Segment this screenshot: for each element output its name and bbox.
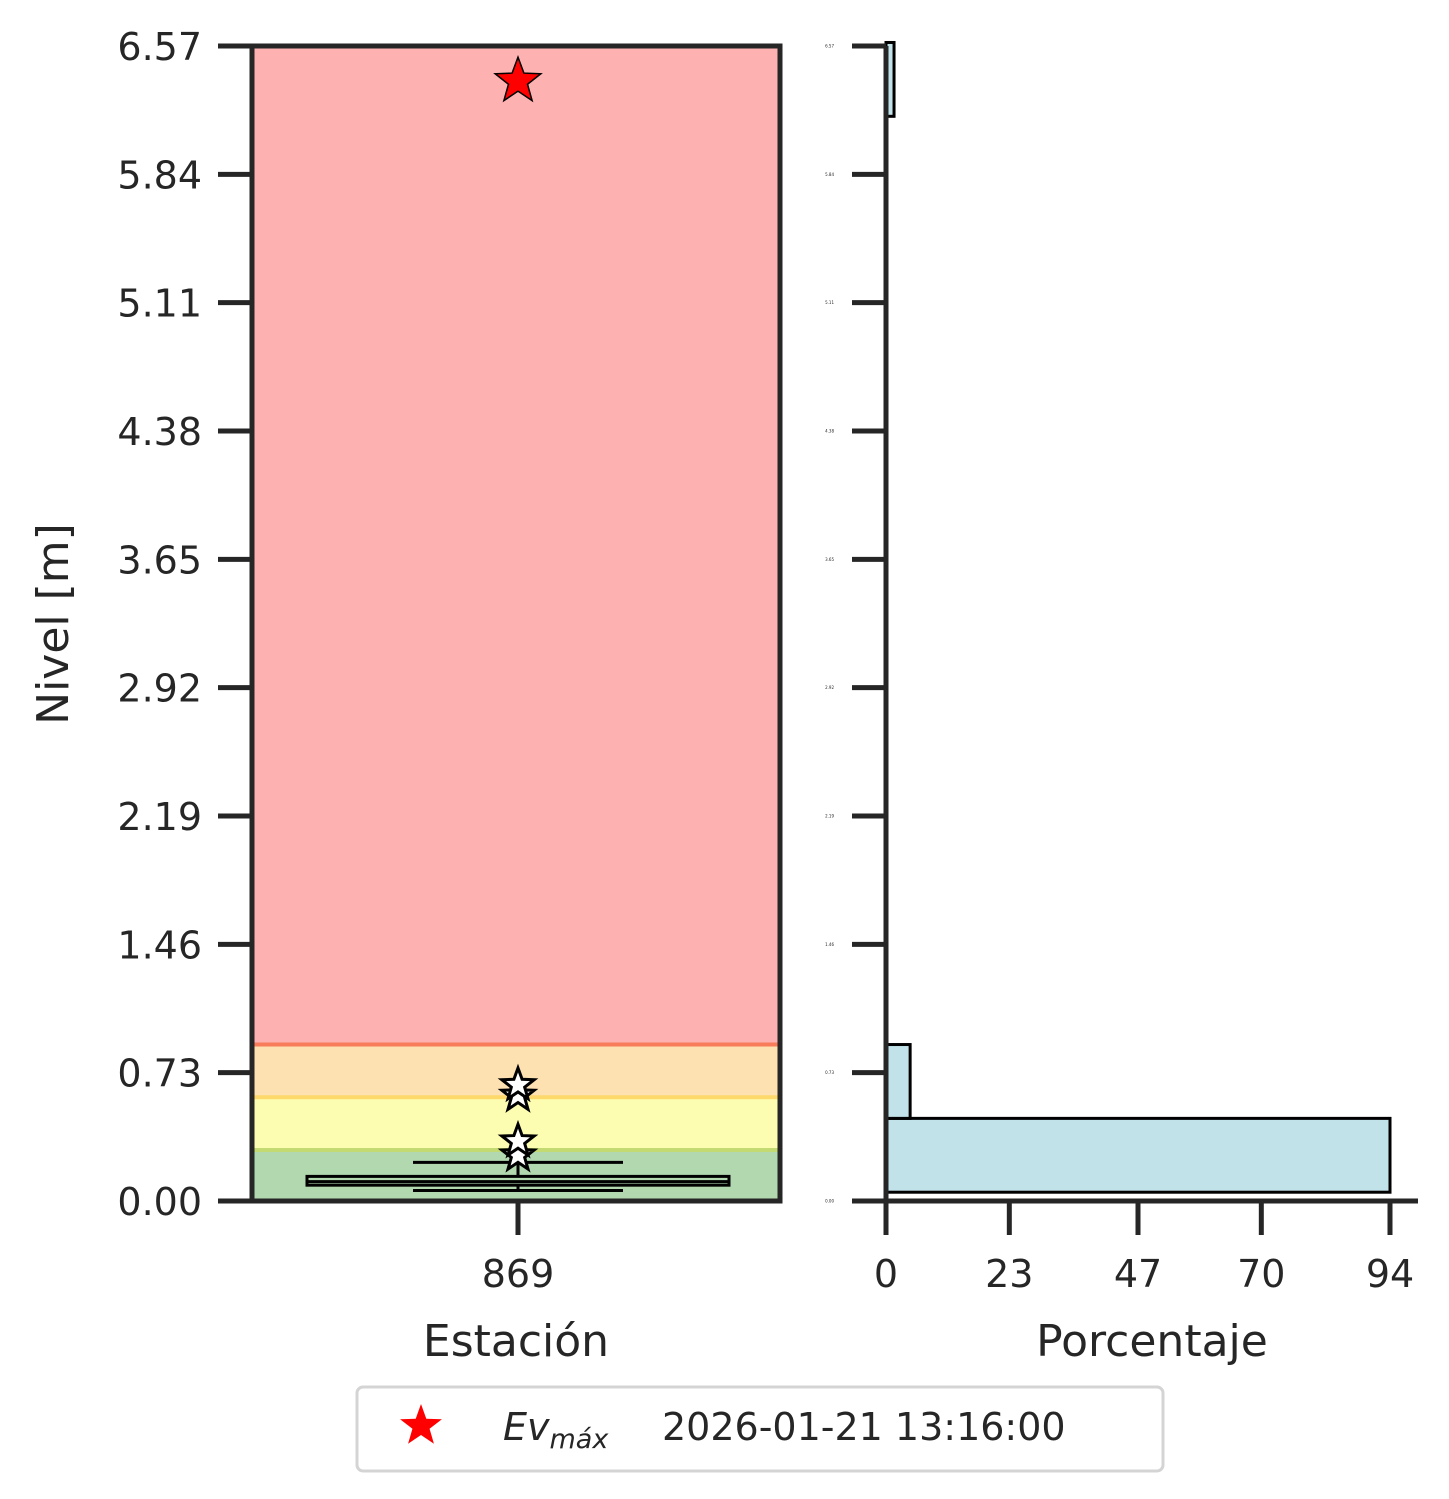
outlier-star-icon xyxy=(497,1119,539,1159)
histogram-y-tick-label: 2.19 xyxy=(825,814,834,819)
boxplot xyxy=(305,1160,731,1192)
zone-red xyxy=(252,46,780,1045)
x-axis-label: Estación xyxy=(423,1316,609,1367)
histogram-x-tick-label: 0 xyxy=(874,1252,898,1296)
outlier-star-icon xyxy=(497,1133,539,1173)
histogram-x-tick-label: 94 xyxy=(1366,1252,1414,1296)
histogram-y-tick-label: 0.73 xyxy=(825,1070,834,1075)
histogram-panel: 0.00 0.73 1.46 2.19 2.92 3.65 4.38 5.11 5.84 6.57… xyxy=(825,40,1418,1367)
histogram-axes xyxy=(883,46,1418,1204)
max-event-marker xyxy=(493,54,543,103)
y-tick-label: 5.84 xyxy=(117,153,202,197)
y-tick-label: 0.00 xyxy=(117,1180,202,1224)
legend-label-subscript: máx xyxy=(550,1424,610,1455)
histogram-bar xyxy=(884,1116,1392,1194)
legend-label: Evmáx xyxy=(503,1405,609,1455)
histogram-x-ticks: 0 23 47 70 94 xyxy=(874,1201,1414,1296)
y-tick-label: 2.92 xyxy=(117,667,202,711)
histogram-y-tick-label: 0.00 xyxy=(825,1199,834,1204)
histogram-y-tick-label: 3.65 xyxy=(825,557,834,562)
y-tick-label: 4.38 xyxy=(117,410,202,454)
histogram-y-tick-label: 5.84 xyxy=(825,172,834,177)
histogram-x-tick-label: 47 xyxy=(1114,1252,1162,1296)
outlier-star-icon xyxy=(497,1074,539,1113)
y-tick-label: 6.57 xyxy=(117,25,202,69)
y-axis-label: Nivel [m] xyxy=(28,523,79,725)
histogram-bars xyxy=(884,40,1392,1194)
y-tick-label: 3.65 xyxy=(117,538,202,582)
legend-label-main: Ev xyxy=(503,1405,550,1449)
legend-star-icon xyxy=(400,1404,442,1444)
y-tick-label: 2.19 xyxy=(117,795,202,839)
histogram-y-ticks: 0.00 0.73 1.46 2.19 2.92 3.65 4.38 5.11 5.84 6.57 xyxy=(825,43,886,1204)
y-tick-label: 5.11 xyxy=(117,282,202,326)
histogram-y-tick-label: 5.11 xyxy=(825,300,834,305)
histogram-bar xyxy=(884,1043,912,1120)
x-axis-ticks: 869 xyxy=(482,1201,555,1296)
y-tick-label: 0.73 xyxy=(117,1052,202,1096)
histogram-x-tick-label: 23 xyxy=(985,1252,1033,1296)
legend-datetime: 2026-01-21 13:16:00 xyxy=(662,1405,1066,1449)
histogram-y-tick-label: 6.57 xyxy=(825,44,834,49)
histogram-y-tick-label: 4.38 xyxy=(825,429,834,434)
legend: Evmáx 2026-01-21 13:16:00 xyxy=(355,1385,1165,1473)
max-event-star-icon xyxy=(493,54,543,103)
histogram-x-axis-label: Porcentaje xyxy=(1036,1316,1268,1367)
y-axis-ticks: 0.00 0.73 1.46 2.19 2.92 3.65 4.38 5.11 5.84 6.57 xyxy=(117,25,252,1224)
histogram-x-tick-label: 70 xyxy=(1237,1252,1285,1296)
boxplot-panel: 0.00 0.73 1.46 2.19 2.92 3.65 4.38 5.11 5.84 6.57… xyxy=(28,25,783,1367)
y-tick-label: 1.46 xyxy=(117,923,202,967)
histogram-y-tick-label: 2.92 xyxy=(825,685,834,690)
threshold-zones xyxy=(252,46,780,1201)
histogram-y-tick-label: 1.46 xyxy=(825,942,834,947)
x-tick-label: 869 xyxy=(482,1252,555,1296)
outlier-star-icon xyxy=(497,1063,539,1103)
outlier-markers xyxy=(497,1063,539,1173)
